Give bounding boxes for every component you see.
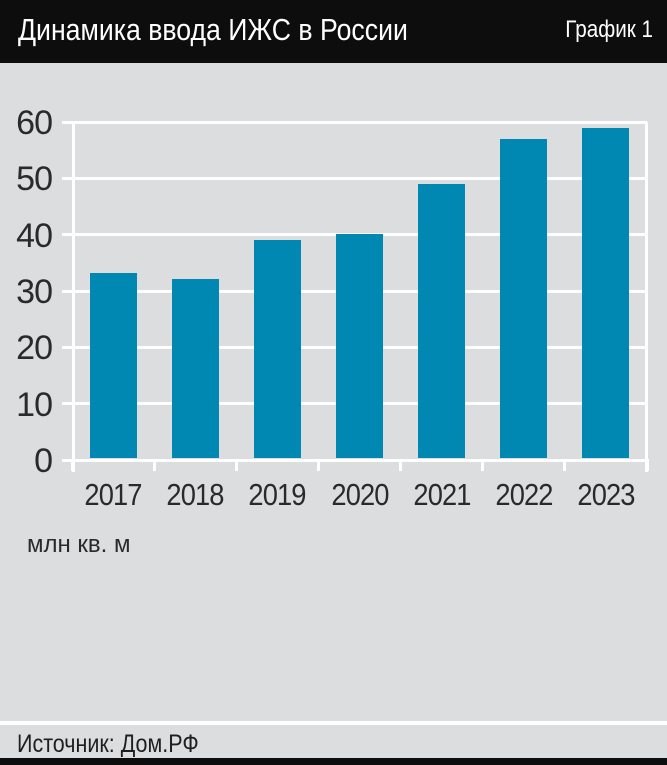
bar xyxy=(89,273,137,458)
footer-divider xyxy=(0,721,667,725)
gridline xyxy=(62,176,647,180)
plot-right-border xyxy=(645,122,648,472)
x-axis-label: 2018 xyxy=(166,477,225,512)
x-axis-tick xyxy=(316,459,320,471)
x-axis-label: 2022 xyxy=(495,477,553,512)
x-axis-tick xyxy=(563,459,567,471)
page-title: Динамика ввода ИЖС в России xyxy=(18,12,471,48)
bar xyxy=(418,183,466,458)
bar xyxy=(253,239,301,458)
x-axis-label: 2023 xyxy=(577,477,635,512)
y-axis-label: 20 xyxy=(16,329,53,368)
header: Динамика ввода ИЖС в России График 1 xyxy=(0,0,667,63)
gridline xyxy=(62,458,647,462)
figure-tag: График 1 xyxy=(551,16,653,44)
figure-tag-text: График 1 xyxy=(565,15,653,43)
x-axis-label: 2020 xyxy=(330,477,389,512)
y-axis-label: 10 xyxy=(16,385,53,424)
unit-label: млн кв. м xyxy=(27,531,131,558)
y-axis-label: 60 xyxy=(16,104,53,142)
bar xyxy=(500,138,548,458)
gridline xyxy=(62,120,647,124)
y-axis-line xyxy=(72,122,75,472)
bottom-bar xyxy=(0,758,667,765)
source-text-inner: Источник: Дом.РФ xyxy=(17,730,199,758)
x-axis-tick xyxy=(70,459,74,471)
y-axis-label: 0 xyxy=(34,442,53,480)
x-axis-label: 2019 xyxy=(248,477,307,512)
x-axis-label: 2017 xyxy=(84,477,142,512)
x-axis-tick xyxy=(234,459,238,471)
x-axis-tick xyxy=(645,459,649,471)
y-axis-label: 50 xyxy=(16,160,53,199)
bar xyxy=(582,127,630,458)
y-axis-label: 30 xyxy=(16,273,53,311)
x-axis-tick xyxy=(152,459,156,471)
x-axis-tick xyxy=(399,459,403,471)
x-axis-tick xyxy=(481,459,485,471)
source-text: Источник: Дом.РФ xyxy=(17,730,228,759)
bar xyxy=(171,278,219,458)
plot-area xyxy=(62,120,649,472)
x-axis-label: 2021 xyxy=(413,477,471,512)
page-title-text: Динамика ввода ИЖС в России xyxy=(18,11,408,47)
bar xyxy=(336,234,383,458)
y-axis-label: 40 xyxy=(16,216,53,255)
